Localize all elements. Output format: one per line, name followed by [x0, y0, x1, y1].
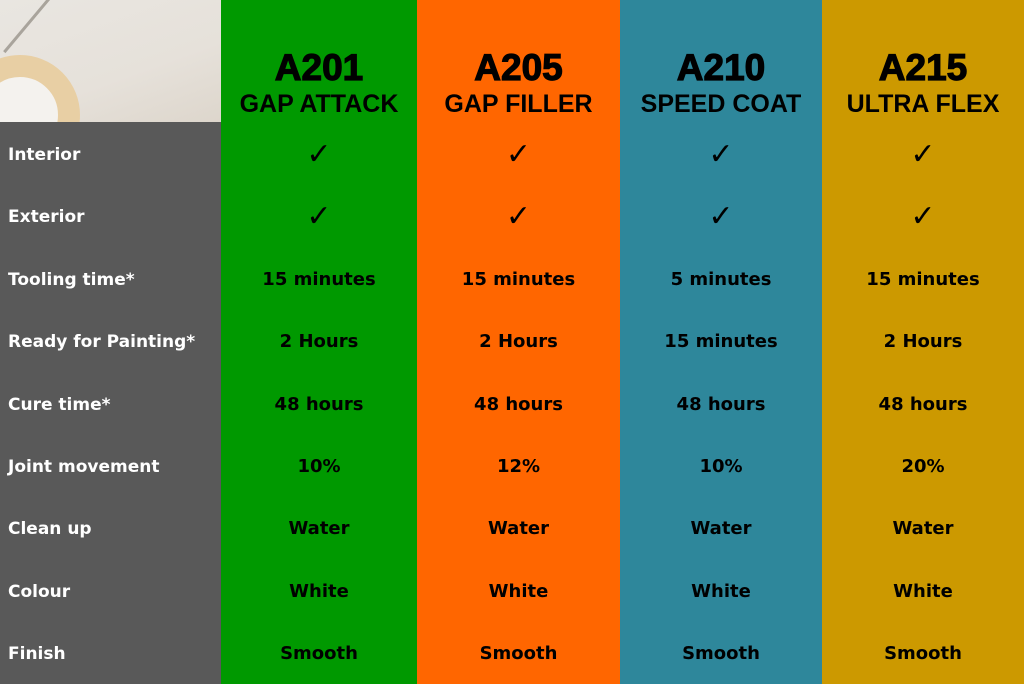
table-cell: Smooth — [280, 643, 358, 665]
row-labels: Interior Exterior Tooling time* Ready for P… — [0, 122, 221, 684]
product-name: ULTRA FLEX — [846, 90, 1000, 118]
table-cell: White — [893, 580, 953, 602]
row-label: Clean up — [8, 519, 92, 540]
table-cell: Water — [288, 518, 350, 540]
product-code: A215 — [878, 47, 968, 88]
table-cell: 48 hours — [878, 393, 968, 415]
product-name: SPEED COAT — [640, 90, 802, 118]
check-icon: ✓ — [708, 199, 734, 235]
table-cell: 15 minutes — [262, 268, 376, 290]
product-column-a205: A205 GAP FILLER ✓ ✓ 15 minutes 2 Hours 48 hou… — [417, 0, 620, 684]
product-name: GAP ATTACK — [239, 90, 399, 118]
product-code: A201 — [274, 47, 364, 88]
row-label: Ready for Painting* — [8, 332, 196, 353]
table-cell: 15 minutes — [461, 268, 576, 290]
product-column-a210: A210 SPEED COAT ✓ ✓ 5 minutes 15 minutes 48 h… — [620, 0, 822, 684]
table-cell: 10% — [699, 456, 743, 477]
row-label: Joint movement — [8, 457, 160, 477]
product-name: GAP FILLER — [444, 90, 593, 118]
table-cell: 15 minutes — [866, 268, 980, 290]
table-cell: 5 minutes — [670, 268, 772, 290]
table-cell: 12% — [496, 456, 541, 477]
table-cell: 2 Hours — [883, 331, 963, 353]
check-icon: ✓ — [505, 199, 532, 235]
table-cell: 20% — [901, 456, 945, 477]
check-icon: ✓ — [306, 199, 332, 235]
table-cell: 48 hours — [676, 393, 766, 415]
table-cell: White — [691, 580, 751, 602]
table-cell: 2 Hours — [479, 331, 558, 353]
table-cell: White — [289, 580, 349, 602]
table-cell: 48 hours — [274, 393, 364, 415]
table-cell: Smooth — [682, 643, 760, 665]
table-cell: Water — [892, 518, 954, 540]
table-cell: Water — [487, 518, 550, 540]
row-label: Cure time* — [8, 394, 111, 415]
table-cell: 10% — [297, 456, 341, 477]
check-icon: ✓ — [505, 137, 532, 172]
check-icon: ✓ — [910, 137, 936, 172]
table-cell: Smooth — [479, 643, 558, 665]
row-label: Exterior — [8, 207, 85, 228]
table-cell: 15 minutes — [664, 331, 778, 353]
product-column-a215: A215 ULTRA FLEX ✓ ✓ 15 minutes 2 Hours 48 hou… — [822, 0, 1024, 684]
row-label: Tooling time* — [8, 269, 135, 290]
table-cell: 48 hours — [474, 393, 563, 415]
product-code: A210 — [676, 47, 766, 88]
row-label: Interior — [8, 145, 81, 165]
row-label: Finish — [8, 644, 66, 665]
table-cell: White — [488, 580, 549, 602]
check-icon: ✓ — [306, 137, 332, 172]
table-cell: Smooth — [884, 643, 962, 665]
check-icon: ✓ — [910, 199, 936, 235]
row-label: Colour — [8, 581, 71, 602]
product-column-a201: A201 GAP ATTACK ✓ ✓ 15 minutes 2 Hours 48 hou… — [221, 0, 417, 684]
table-cell: 2 Hours — [279, 331, 359, 353]
table-cell: Water — [690, 518, 752, 540]
check-icon: ✓ — [708, 137, 734, 172]
product-code: A205 — [474, 47, 564, 88]
product-photo — [0, 0, 221, 122]
